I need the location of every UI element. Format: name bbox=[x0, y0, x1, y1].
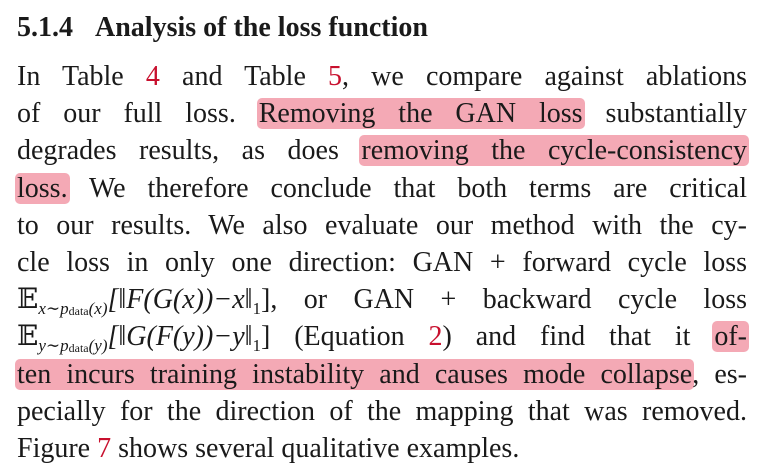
highlight-annotation[interactable]: loss. bbox=[15, 172, 70, 204]
math-sub: 1 bbox=[252, 299, 262, 319]
text-line: of our full loss. Removing the GAN loss … bbox=[17, 95, 747, 132]
highlight-annotation[interactable]: removing the cycle-consistency bbox=[359, 135, 749, 167]
figure-ref-link[interactable]: 7 bbox=[97, 432, 112, 464]
text-line: Figure 7 shows several qualitative examp… bbox=[17, 430, 747, 467]
math-sub: data bbox=[68, 304, 89, 319]
equation-ref-link[interactable]: 2 bbox=[428, 321, 443, 353]
table-ref-link[interactable]: 5 bbox=[328, 61, 343, 92]
math-sub: 1 bbox=[252, 336, 262, 356]
text-span: to our results. We also evaluate our met… bbox=[17, 209, 747, 241]
text-line: In Table 4 and Table 5, we compare again… bbox=[17, 58, 747, 95]
text-span: (Equation bbox=[270, 321, 429, 353]
text-span: cle loss in only one direction: GAN + fo… bbox=[17, 246, 747, 278]
text-line: degrades results, as does removing the c… bbox=[17, 132, 749, 169]
forward-cycle-loss-formula: 𝔼x∼pdata(x)[‖F(G(x))−x‖1] bbox=[17, 284, 271, 319]
highlight-annotation[interactable]: ten incurs training instability and caus… bbox=[15, 358, 695, 390]
text-span: , or GAN + backward cycle loss bbox=[270, 284, 747, 316]
text-span: shows several qualitative examples. bbox=[111, 432, 520, 464]
text-line: 𝔼y∼pdata(y)[‖G(F(y))−y‖1] (Equation 2) a… bbox=[17, 318, 750, 356]
math-sub: y∼p bbox=[38, 336, 69, 356]
text-span: and Table bbox=[159, 61, 329, 92]
text-span: pecially for the direction of the mappin… bbox=[17, 395, 747, 427]
text-span: In Table bbox=[17, 61, 146, 92]
highlight-annotation[interactable]: Removing the GAN loss bbox=[256, 98, 585, 130]
text-span: of our full loss. bbox=[17, 98, 236, 130]
text-span: , we compare against ablations bbox=[342, 61, 747, 92]
text-span: Figure bbox=[17, 432, 98, 464]
text-line: 𝔼x∼pdata(x)[‖F(G(x))−x‖1], or GAN + back… bbox=[17, 281, 747, 318]
text-span: We therefore conclude that both terms ar… bbox=[89, 172, 747, 204]
math-sub: (x) bbox=[88, 299, 108, 319]
table-ref-link[interactable]: 4 bbox=[145, 61, 160, 92]
text-span: degrades results, as does bbox=[17, 135, 339, 167]
text-span: , es- bbox=[692, 358, 747, 390]
math-bracket: ] bbox=[261, 321, 271, 353]
section-title: Analysis of the loss function bbox=[95, 12, 428, 43]
text-line: loss. We therefore conclude that both te… bbox=[15, 170, 747, 207]
math-sub: data bbox=[68, 341, 89, 356]
expectation-symbol: 𝔼 bbox=[17, 321, 39, 353]
section-heading: 5.1.4 Analysis of the loss function bbox=[17, 8, 428, 48]
math-bracket: ] bbox=[261, 284, 271, 316]
text-span: substantially bbox=[605, 98, 748, 130]
expectation-symbol: 𝔼 bbox=[17, 284, 39, 316]
paragraph: In Table 4 and Table 5, we compare again… bbox=[15, 58, 750, 467]
text-line: cle loss in only one direction: GAN + fo… bbox=[17, 244, 747, 281]
text-line: pecially for the direction of the mappin… bbox=[17, 393, 747, 430]
math-body: [‖G(F(y))−y‖ bbox=[107, 321, 253, 353]
highlight-annotation[interactable]: of- bbox=[712, 321, 750, 353]
math-sub: x∼p bbox=[38, 299, 69, 319]
text-line: to our results. We also evaluate our met… bbox=[17, 207, 747, 244]
text-span: ) and find that it bbox=[442, 321, 691, 353]
math-body: [‖F(G(x))−x‖ bbox=[107, 284, 253, 316]
math-sub: (y) bbox=[88, 336, 108, 356]
backward-cycle-loss-formula: 𝔼y∼pdata(y)[‖G(F(y))−y‖1] bbox=[17, 321, 271, 356]
text-line: ten incurs training instability and caus… bbox=[15, 356, 747, 393]
section-number: 5.1.4 bbox=[17, 12, 73, 43]
